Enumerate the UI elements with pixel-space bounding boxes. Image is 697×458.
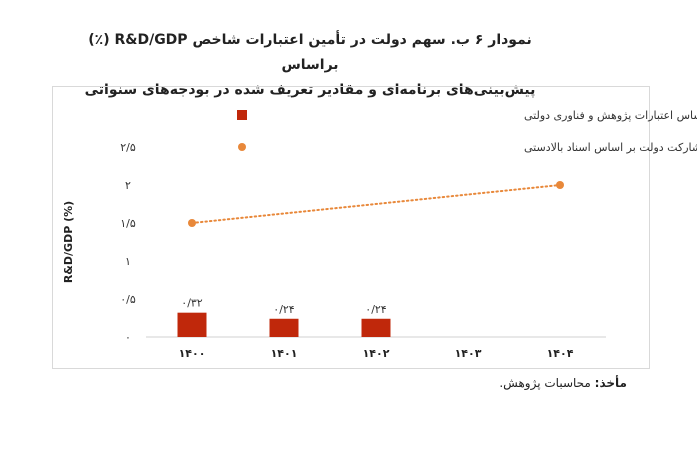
bar-value-label: ۰/۳۲ [181,297,203,310]
legend-label-line: مقدار پیش بینی شده مشارکت دولت بر اساس ا… [524,141,697,154]
x-tick-label: ۱۴۰۴ [547,347,574,360]
y-tick-label: ۰/۵ [120,293,136,306]
x-tick-label: ۱۴۰۱ [271,347,298,360]
title-line-1: نمودار ۶ ب. سهم دولت در تأمین اعتبارات ش… [88,32,532,73]
y-axis-label: R&D/GDP (%) [62,201,75,283]
x-tick-label: ۱۴۰۳ [455,347,482,360]
x-tick-label: ۱۴۰۰ [179,347,206,360]
line-point [188,219,196,227]
legend-swatch-line [238,143,246,151]
legend-swatch-bar [237,110,247,120]
x-tick-label: ۱۴۰۲ [363,347,390,360]
y-tick-label: ۲ [125,179,131,192]
source-note: مأخذ: محاسبات پژوهش. [499,376,627,390]
bar [361,318,391,337]
y-tick-label: ۱ [125,255,131,268]
line-point [556,181,564,189]
bar-value-label: ۰/۲۴ [273,303,295,316]
bar [177,312,207,337]
y-tick-label: ۱/۵ [120,217,136,230]
y-tick-label: ۲/۵ [120,141,136,154]
source-text: محاسبات پژوهش. [499,376,591,390]
source-label: مأخذ: [594,376,627,390]
bar-value-label: ۰/۲۴ [365,303,387,316]
bar [269,318,299,337]
y-tick-label: ۰ [125,331,131,344]
chart-frame [52,86,650,369]
series-line [191,184,561,224]
legend-label-bar: مقدار شاخص بر اساس اعتبارات پژوهش و فناو… [524,109,697,122]
